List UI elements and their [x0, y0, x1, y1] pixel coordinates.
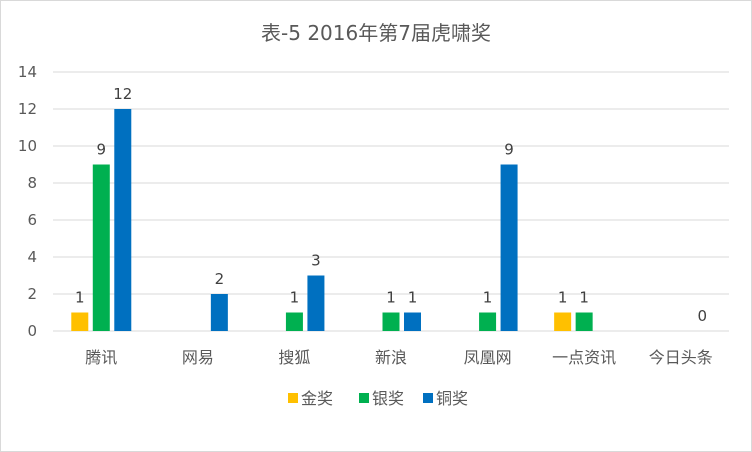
bar-银奖 [285, 312, 303, 331]
gridlines [53, 71, 729, 332]
data-label: 1 [579, 289, 589, 307]
legend-swatch-银奖 [359, 393, 369, 403]
x-axis-categories: 腾讯 网易 搜狐 新浪 凤凰网 一点资讯 今日头条 [85, 348, 712, 367]
bar-铜奖 [307, 275, 325, 331]
data-label: 2 [215, 270, 225, 288]
bar-金奖 [71, 312, 89, 331]
category-label: 一点资讯 [552, 348, 616, 367]
category-label: 新浪 [375, 348, 407, 367]
category-label: 腾讯 [85, 348, 117, 367]
y-axis-ticks: 0 2 4 6 8 10 12 14 [18, 63, 37, 340]
legend-label: 铜奖 [436, 389, 468, 408]
y-tick-label: 10 [18, 137, 37, 155]
data-label: 0 [697, 307, 707, 325]
legend-label: 金奖 [301, 389, 333, 408]
category-label: 凤凰网 [464, 348, 512, 367]
bar-银奖 [92, 164, 110, 331]
category-label: 搜狐 [278, 348, 310, 367]
data-label: 1 [75, 289, 85, 307]
y-tick-label: 8 [27, 174, 37, 192]
bar-银奖 [479, 312, 497, 331]
data-label: 1 [558, 289, 568, 307]
bar-铜奖 [404, 312, 421, 331]
legend-swatch-铜奖 [423, 393, 433, 403]
data-label: 9 [504, 141, 514, 159]
data-label: 3 [311, 252, 321, 270]
y-tick-label: 0 [27, 322, 37, 340]
bar-金奖 [554, 312, 572, 331]
y-tick-label: 6 [27, 211, 37, 229]
bar-银奖 [575, 312, 593, 331]
legend-swatch-金奖 [288, 393, 298, 403]
y-tick-label: 14 [18, 63, 37, 81]
legend-label: 银奖 [372, 389, 404, 408]
y-tick-label: 2 [27, 285, 37, 303]
data-label: 12 [113, 85, 132, 103]
data-label: 1 [483, 289, 493, 307]
bar-铜奖 [210, 294, 228, 331]
bar-铜奖 [500, 164, 518, 331]
category-label: 网易 [182, 348, 214, 367]
data-label: 1 [290, 289, 300, 307]
data-label: 1 [408, 289, 418, 307]
category-label: 今日头条 [649, 348, 713, 367]
legend: 金奖 银奖 铜奖 [288, 389, 468, 408]
bars [71, 109, 593, 331]
data-label: 1 [386, 289, 396, 307]
bar-银奖 [382, 312, 400, 331]
data-label: 9 [97, 141, 107, 159]
chart-title: 表-5 2016年第7届虎啸奖 [261, 21, 491, 45]
y-tick-label: 12 [18, 100, 37, 118]
y-tick-label: 4 [27, 248, 37, 266]
bar-铜奖 [114, 109, 132, 331]
